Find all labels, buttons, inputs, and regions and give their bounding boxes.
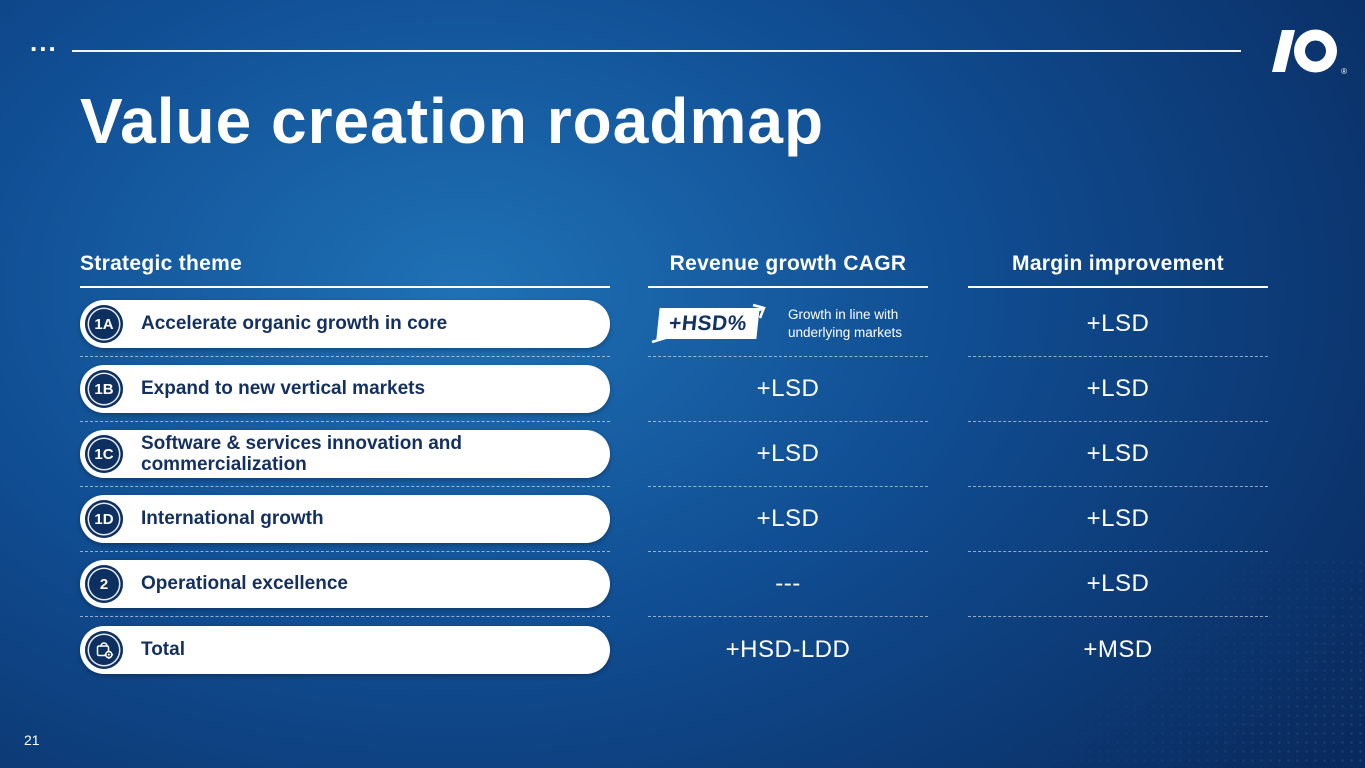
badge-2: 2: [85, 565, 123, 603]
theme-label: Software & services innovation and comme…: [141, 432, 462, 475]
revenue-value: ---: [775, 570, 801, 597]
table-row: +LSD: [648, 422, 928, 487]
theme-rows: 1A Accelerate organic growth in core 1B …: [80, 292, 610, 682]
growth-tag: +HSD%: [650, 300, 772, 348]
ellipsis-icon: ...: [30, 26, 58, 57]
money-gear-icon: [85, 630, 123, 669]
table-row: 1B Expand to new vertical markets: [80, 357, 610, 422]
growth-tag-value: +HSD%: [656, 308, 760, 339]
margin-value: +LSD: [1086, 505, 1150, 532]
page-number: 21: [24, 732, 40, 748]
margin-value: +LSD: [1086, 440, 1150, 467]
header-rule: [71, 50, 1241, 52]
table-row: +LSD: [648, 487, 928, 552]
badge-1a: 1A: [85, 305, 123, 343]
dot-pattern-decoration: [1005, 558, 1365, 768]
deluxe-logo: ®: [1271, 26, 1347, 76]
margin-value: +MSD: [1083, 635, 1153, 663]
margin-value: +LSD: [1086, 375, 1150, 402]
table-row: +LSD: [968, 422, 1268, 487]
top-bar: ... ®: [30, 26, 1347, 77]
margin-value: +LSD: [1086, 310, 1150, 337]
column-margin-improvement: Margin improvement +LSD +LSD +LSD +LSD +…: [968, 252, 1268, 682]
table-row: +MSD: [968, 617, 1268, 682]
column-revenue-growth: Revenue growth CAGR +HSD% Growth in line…: [648, 252, 928, 682]
badge-1d: 1D: [85, 500, 123, 538]
table-row: ---: [648, 552, 928, 617]
growth-note: Growth in line with underlying markets: [788, 307, 903, 340]
margin-rows: +LSD +LSD +LSD +LSD +LSD +MSD: [968, 292, 1268, 682]
revenue-value: +LSD: [756, 505, 820, 532]
theme-pill-total: Total: [80, 625, 610, 674]
theme-pill-1c: 1C Software & services innovation and co…: [80, 430, 610, 478]
table-row: 1C Software & services innovation and co…: [80, 422, 610, 487]
table-row: +HSD% Growth in line with underlying mar…: [648, 292, 928, 357]
revenue-value: +HSD-LDD: [725, 635, 851, 663]
theme-label: Accelerate organic growth in core: [141, 313, 448, 335]
badge-1c: 1C: [85, 435, 123, 473]
column-strategic-theme: Strategic theme 1A Accelerate organic gr…: [80, 252, 610, 682]
theme-label: Expand to new vertical markets: [141, 378, 426, 400]
table-row: Total: [80, 617, 610, 682]
table-row: 2 Operational excellence: [80, 552, 610, 617]
table-row: 1D International growth: [80, 487, 610, 552]
table-row: +LSD: [968, 487, 1268, 552]
page-title: Value creation roadmap: [80, 85, 825, 157]
table-row: +HSD-LDD: [648, 617, 928, 682]
table-row: 1A Accelerate organic growth in core: [80, 292, 610, 357]
theme-label: Total: [141, 638, 185, 660]
badge-1b: 1B: [85, 370, 123, 408]
table-row: +LSD: [968, 292, 1268, 357]
margin-value: +LSD: [1086, 570, 1150, 597]
column-header-revenue-growth: Revenue growth CAGR: [648, 252, 928, 288]
theme-pill-1d: 1D International growth: [80, 495, 610, 543]
table-row: +LSD: [648, 357, 928, 422]
revenue-value: +LSD: [756, 440, 820, 467]
table-row: +LSD: [968, 357, 1268, 422]
revenue-rows: +HSD% Growth in line with underlying mar…: [648, 292, 928, 682]
revenue-value: +LSD: [756, 375, 820, 402]
column-header-margin-improvement: Margin improvement: [968, 252, 1268, 288]
theme-pill-2: 2 Operational excellence: [80, 560, 610, 608]
registered-trademark: ®: [1341, 67, 1347, 76]
theme-label: International growth: [141, 508, 324, 530]
theme-label: Operational excellence: [141, 573, 348, 595]
theme-pill-1b: 1B Expand to new vertical markets: [80, 365, 610, 413]
table-row: +LSD: [968, 552, 1268, 617]
deluxe-logo-mark: [1272, 29, 1337, 73]
theme-pill-1a: 1A Accelerate organic growth in core: [80, 300, 610, 348]
column-header-strategic-theme: Strategic theme: [80, 252, 610, 288]
